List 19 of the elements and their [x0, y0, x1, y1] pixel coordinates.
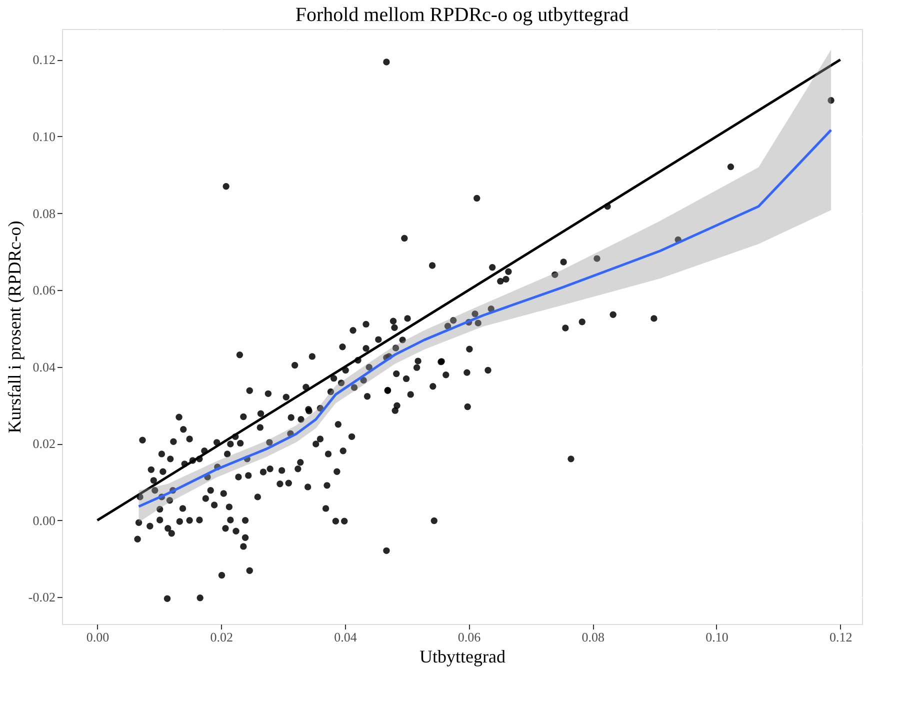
y-tick-label: 0.12 [32, 52, 56, 68]
x-tick-label: 0.12 [829, 630, 852, 644]
x-tick-label: 0.08 [582, 630, 605, 644]
x-tick-label: 0.00 [86, 630, 110, 644]
line-series [138, 128, 832, 508]
y-tick-label: 0.08 [32, 206, 56, 221]
x-axis-title: Utbyttegrad [420, 646, 506, 666]
y-tick-label: 0.10 [32, 128, 56, 144]
x-tick-label: 0.02 [210, 630, 234, 644]
y-axis-title: Kursfall i prosent (RPDRc-o) [4, 220, 24, 434]
x-tick-label: 0.10 [706, 630, 728, 644]
y-tick-label: 0.02 [32, 436, 56, 452]
chart-title: Forhold mellom RPDRc-o og utbyttegrad [295, 4, 629, 26]
y-tick-label: 0.06 [32, 282, 56, 298]
y-tick-label: 0.04 [32, 359, 56, 374]
y-tick-label: -0.02 [28, 590, 56, 605]
x-tick-label: 0.04 [334, 630, 358, 644]
y-tick-label: 0.00 [32, 512, 56, 528]
x-tick-label: 0.06 [458, 630, 482, 644]
